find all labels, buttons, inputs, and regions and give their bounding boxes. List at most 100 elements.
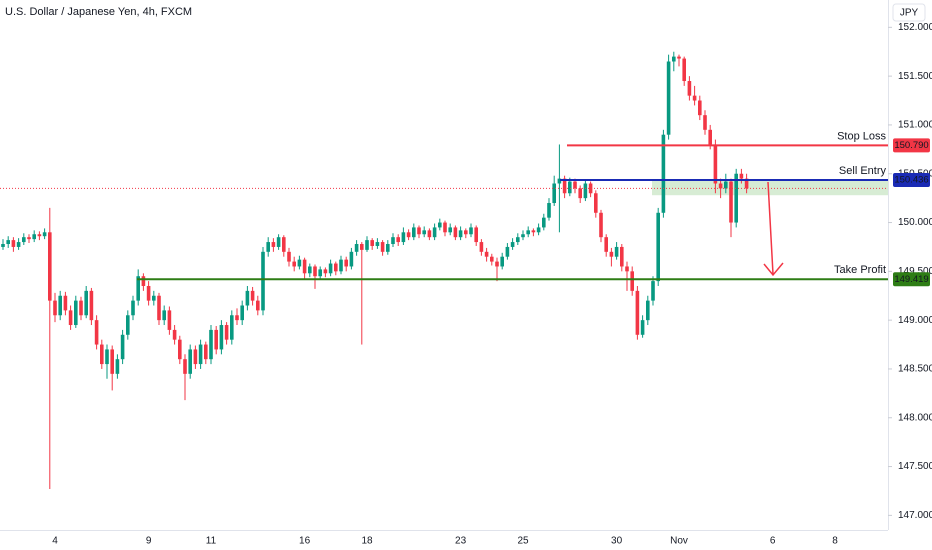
candle-body [349,251,354,267]
candle-body [640,320,645,335]
candle-body [79,300,83,316]
axis-layer: 147.000 147.500 148.000 148.500 149.000 149.5… [52,22,932,547]
candle-body [308,266,312,274]
candle-body [568,181,572,194]
candle-body [48,232,52,301]
x-tick-label: 4 [52,536,58,547]
candle-body [703,115,707,130]
candle-body [510,242,515,247]
candle-body [370,240,374,246]
candle-body [256,300,260,311]
candle-body [344,259,348,267]
y-tick-label: 147.000 [898,510,932,521]
candle-body [94,320,99,345]
candle-body [328,263,333,274]
candle-body [204,344,208,360]
candle-body [630,271,634,291]
candle-body [526,230,530,235]
candle-body [734,173,738,223]
candle-body [718,183,723,189]
candle-body [219,325,224,350]
candle-body [74,300,78,326]
candle-body [744,178,749,189]
candle-body [708,129,712,145]
candle-body [152,295,156,301]
candle-body [692,95,697,101]
candle-body [167,310,172,330]
candle-body [391,237,395,245]
candle-body [547,203,551,218]
candle-body [484,251,489,257]
candle-body [396,237,400,243]
candle-body [240,305,244,321]
candle-body [401,232,406,243]
currency-box[interactable] [892,3,926,22]
candle-body [266,242,270,252]
candle-body [536,227,541,233]
candle-body [214,329,218,350]
down-arrow [763,181,784,277]
candle-body [198,344,203,365]
candle-body [729,181,733,223]
candle-body [110,349,114,374]
y-tick-label: 150.000 [898,217,932,228]
candle-body [516,237,520,243]
candle-body [27,237,31,240]
x-tick-label: 30 [611,536,623,547]
candle-body [313,266,317,277]
chart-title: U.S. Dollar / Japanese Yen, 4h, FXCM [5,6,192,18]
candle-body [604,237,608,252]
y-tick-label: 151.500 [898,71,932,82]
candle-body [63,295,68,311]
candle-body [687,81,692,96]
candle-body [287,251,291,262]
candle-body [32,234,36,240]
candle-body [297,259,302,267]
candle-body [11,240,16,247]
candle-body [448,227,452,233]
candle-body [635,290,640,335]
candle-body [360,244,364,250]
candle-body [578,188,582,199]
candle-body [334,263,338,272]
y-tick-label: 152.000 [898,22,932,33]
candle-body [365,240,369,250]
candle-body [323,269,328,274]
candle-body [53,300,57,316]
candle-body [354,244,359,252]
candle-body [22,237,26,243]
candle-body [609,251,614,257]
candle-body [37,234,42,237]
candle-body [682,58,686,82]
candle-body [271,242,276,247]
candle-body [157,295,161,321]
y-tick-label: 148.500 [898,364,932,375]
x-tick-label: 18 [361,536,373,547]
candle-body [588,183,593,194]
entry-zone [652,179,888,196]
x-tick-label: 25 [517,536,529,547]
candle-body [406,232,411,238]
candle-body [235,315,239,321]
level-price-label: 150.436 [894,175,928,186]
level-price-label: 150.790 [894,140,928,151]
x-tick-label: 11 [206,536,217,547]
candle-body [443,222,447,233]
candle-body [417,227,421,235]
candle-body [656,212,660,282]
candle-body [500,256,504,267]
candle-body [230,315,234,340]
candle-body [505,246,510,257]
level-layer: Stop Loss Sell Entry Take Profit [0,130,888,281]
y-tick-label: 151.000 [898,120,932,131]
candle-body [713,144,718,184]
candle-body [625,266,629,272]
level-name: Sell Entry [839,165,887,177]
candle-body [666,61,671,135]
candle-body [115,359,120,374]
candle-body [245,290,250,306]
candle-body [224,325,229,340]
candle-body [724,181,728,189]
candle-body [651,281,655,301]
